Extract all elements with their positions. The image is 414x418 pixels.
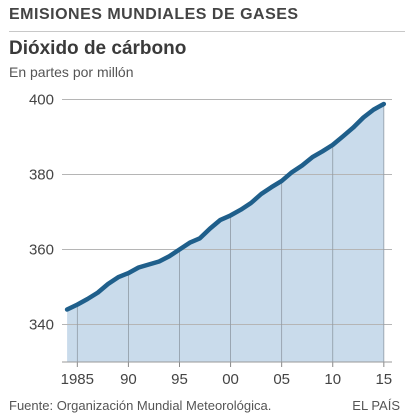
y-tick-label-340: 340 — [29, 317, 54, 334]
x-tick-label-2005: 05 — [273, 371, 290, 388]
x-tick-label-1985: 1985 — [61, 371, 94, 388]
x-tick-label-2010: 10 — [324, 371, 341, 388]
publisher-brand: EL PAÍS — [352, 398, 400, 413]
source-note: Fuente: Organización Mundial Meteorológi… — [9, 398, 272, 413]
y-tick-label-400: 400 — [29, 92, 54, 109]
chart-subtitle: Dióxido de cárbono — [9, 38, 187, 59]
x-tick-label-1990: 90 — [120, 371, 137, 388]
y-tick-label-380: 380 — [29, 167, 54, 184]
unit-label: En partes por millón — [9, 64, 134, 80]
chart-title: EMISIONES MUNDIALES DE GASES — [9, 6, 299, 23]
co2-series-line — [64, 101, 387, 312]
x-tick-label-2015: 15 — [375, 371, 392, 388]
co2-area-chart: 340 360 380 400 1985 90 95 00 05 10 15 — [29, 92, 392, 389]
x-tick-label-2000: 00 — [222, 371, 239, 388]
title-divider — [9, 31, 405, 32]
y-tick-label-360: 360 — [29, 242, 54, 259]
x-tick-label-1995: 95 — [171, 371, 188, 388]
area-fill — [67, 104, 384, 362]
